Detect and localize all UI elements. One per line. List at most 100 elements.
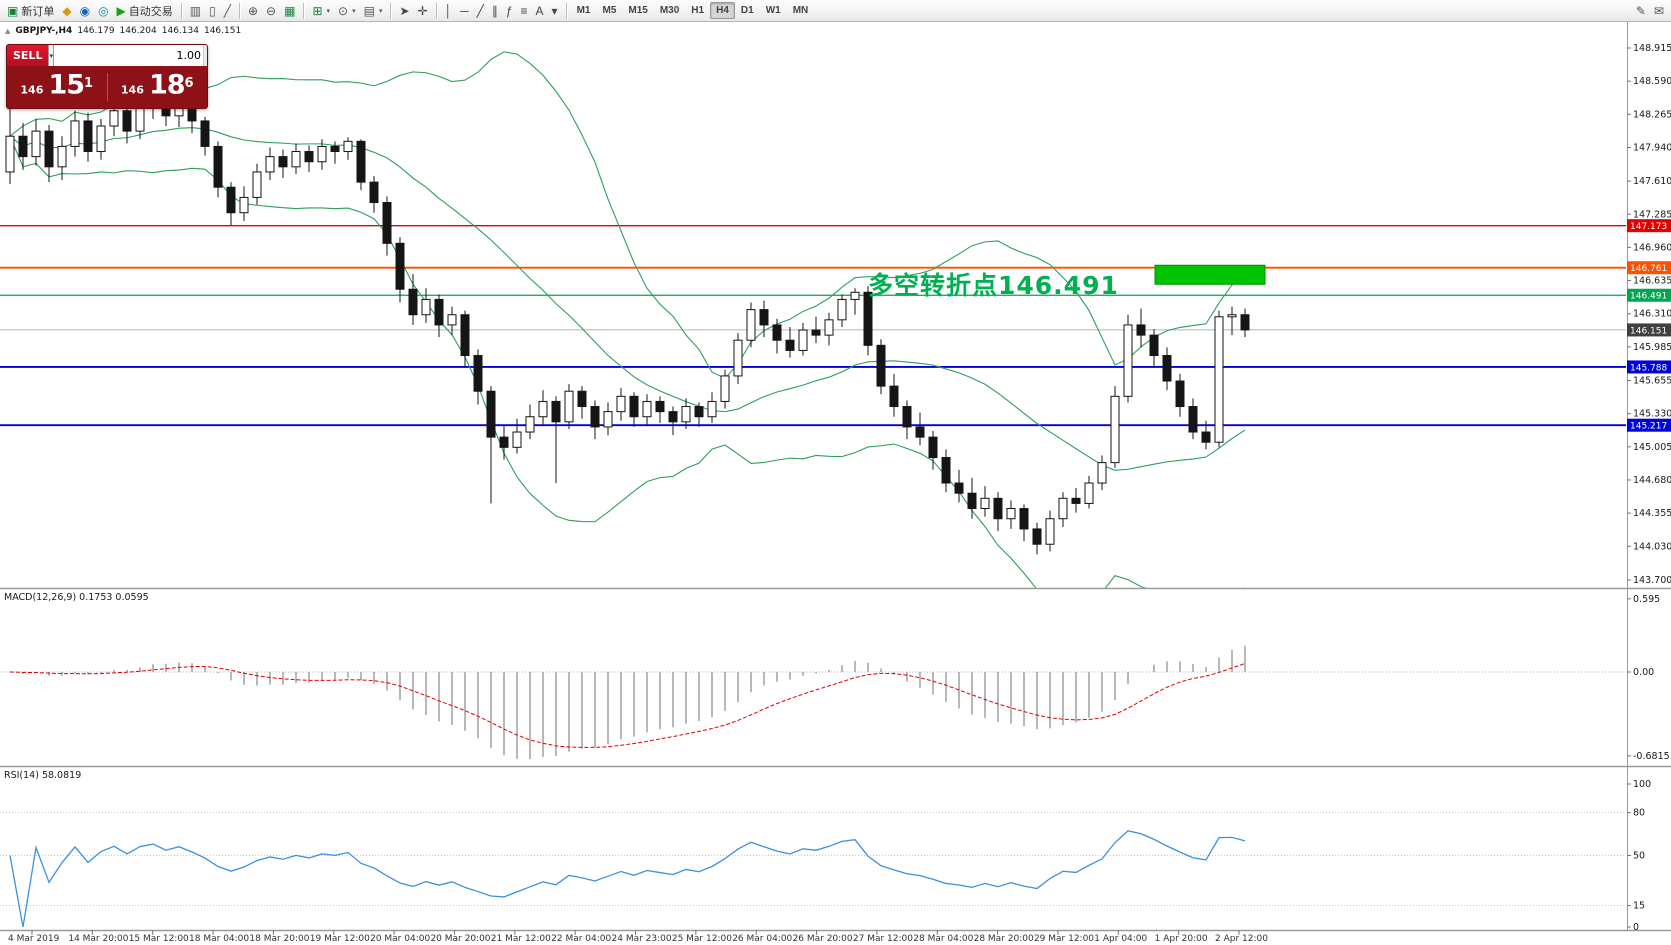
zoom-out-button[interactable]: ⊖ [262,1,280,20]
svg-text:146.151: 146.151 [1630,326,1667,336]
toolbar-separator [435,2,437,19]
profile-icon-icon: ◉ [79,3,91,18]
horizontal-line-button[interactable]: ─ [456,1,473,20]
candle-body [1032,528,1042,545]
timeframe-button-h1[interactable]: H1 [685,2,710,19]
candle-body [941,457,951,484]
candle-body [1201,431,1211,443]
horizontal-line-icon: ─ [460,3,469,18]
candle-body [421,298,431,316]
candle-body [967,492,977,510]
svg-text:145.005: 145.005 [1633,442,1671,453]
indicators-button[interactable]: ⊞ ▾ [308,1,334,20]
candle-body [525,416,535,433]
svg-text:21 Mar 12:00: 21 Mar 12:00 [491,934,551,944]
volume-stepper: ▲ ▼ [202,45,207,66]
fibonacci-button[interactable]: ƒ [502,1,517,20]
volume-down-button[interactable]: ▼ [203,55,207,66]
candle-body [356,140,366,183]
toolbar-right-group: ✎ ✉ [1632,1,1668,20]
candle-body [1123,324,1133,397]
cursor-button[interactable]: ➤ [395,1,413,20]
zoom-in-button[interactable]: ⊕ [244,1,262,20]
svg-text:25 Mar 12:00: 25 Mar 12:00 [672,934,732,944]
svg-text:0: 0 [1633,922,1639,933]
volume-input[interactable] [53,45,203,66]
tile-windows-button[interactable]: ▦ [280,1,299,20]
timeframe-button-w1[interactable]: W1 [760,2,787,19]
candle-body [720,375,730,402]
pitchfork-button[interactable]: ≡ [517,1,532,20]
candle-body [668,411,678,423]
candle-body [902,406,912,428]
community-icon-button[interactable]: ◎ [94,1,112,20]
candle-body [1110,395,1120,464]
svg-text:18 Mar 04:00: 18 Mar 04:00 [189,934,249,944]
timeframe-button-mn[interactable]: MN [787,2,815,19]
candle-body [785,339,795,351]
candle-body [1162,355,1172,382]
candlestick-chart-button[interactable]: ▯ [205,1,220,20]
candle-body [460,314,470,357]
time-axis[interactable]: 4 Mar 2019 14 Mar 20:00 15 Mar 12:00 18 Mar… [8,930,1268,944]
chat-button[interactable]: ✉ [1650,1,1668,20]
timeframe-button-m30[interactable]: M30 [654,2,685,19]
toolbar-separator [238,2,240,19]
candle-body [642,400,652,418]
candle-body [330,145,340,153]
candle-body [1071,497,1081,504]
channel-button[interactable]: ∥ [488,1,502,20]
candle-body [798,329,808,351]
chart-surface[interactable]: 148.915 148.590 148.265 147.940 147.610 147.2… [0,22,1671,945]
symbol-info: ▲ GBPJPY-,H4 146.179 146.204 146.134 146… [5,26,241,36]
svg-text:50: 50 [1633,851,1645,862]
svg-text:20 Mar 20:00: 20 Mar 20:00 [430,934,490,944]
toolbar-separator [390,2,392,19]
buy-price[interactable]: 146 186 [108,64,208,108]
trendline-button[interactable]: ╱ [473,1,488,20]
sell-button[interactable]: SELL [7,45,49,66]
candle-body [317,145,327,163]
candle-body [707,400,717,418]
highlight-rectangle[interactable] [1154,264,1266,285]
autotrading-button[interactable]: ▶ 自动交易 [113,1,177,20]
candle-body [954,482,964,494]
timeframe-button-h4[interactable]: H4 [710,2,735,19]
bars-chart-button[interactable]: ▥ [186,1,205,20]
timeframe-button-m5[interactable]: M5 [596,2,622,19]
arrows-dropdown-button[interactable]: ▾ [548,1,562,20]
timeframe-button-d1[interactable]: D1 [735,2,760,19]
candle-body [551,400,561,423]
timeframe-button-m15[interactable]: M15 [622,2,653,19]
vertical-line-button[interactable]: │ [441,1,457,20]
periods-button[interactable]: ⊙ ▾ [334,1,360,20]
text-button[interactable]: A [532,1,548,20]
templates-button[interactable]: ▤ ▾ [360,1,387,20]
crosshair-button[interactable]: ✛ [414,1,432,20]
bars-chart-icon: ▥ [189,3,202,18]
timeframe-button-m1[interactable]: M1 [571,2,597,19]
rsi-panel [0,812,1626,928]
candle-body [70,120,80,147]
edit-chart-icon: ✎ [1635,3,1646,18]
candle-body [1045,518,1055,545]
candle-body [538,400,548,418]
profile-icon-button[interactable]: ◉ [76,1,94,20]
candle-body [616,395,626,413]
toolbar: ▣ 新订单 ◆ ◉ ◎ ▶ 自动交易 ▥ ▯ ╱ ⊕ ⊖ ▦ ⊞ ▾ ⊙ ▾ ▤ ▾ ➤ ✛ │ ─ ╱ ∥ ƒ ≡ A ▾ M1 M5 M1… [0,0,1671,22]
candle-body [226,186,236,214]
volume-up-button[interactable]: ▲ [203,45,207,56]
edit-chart-button[interactable]: ✎ [1632,1,1650,20]
new-order-button[interactable]: ▣ 新订单 [3,1,58,20]
candle-body [278,156,288,168]
award-icon-button[interactable]: ◆ [58,1,75,20]
price-axis[interactable]: 148.915 148.590 148.265 147.940 147.610 147.2… [1627,43,1671,586]
line-chart-button[interactable]: ╱ [220,1,235,20]
toolbar-separator [180,2,182,19]
order-type-dropdown[interactable]: ▾ [48,45,53,66]
sell-price[interactable]: 146 151 [7,64,107,108]
candle-body [1227,314,1237,318]
svg-text:26 Mar 04:00: 26 Mar 04:00 [732,934,792,944]
crosshair-icon: ✛ [417,3,428,18]
